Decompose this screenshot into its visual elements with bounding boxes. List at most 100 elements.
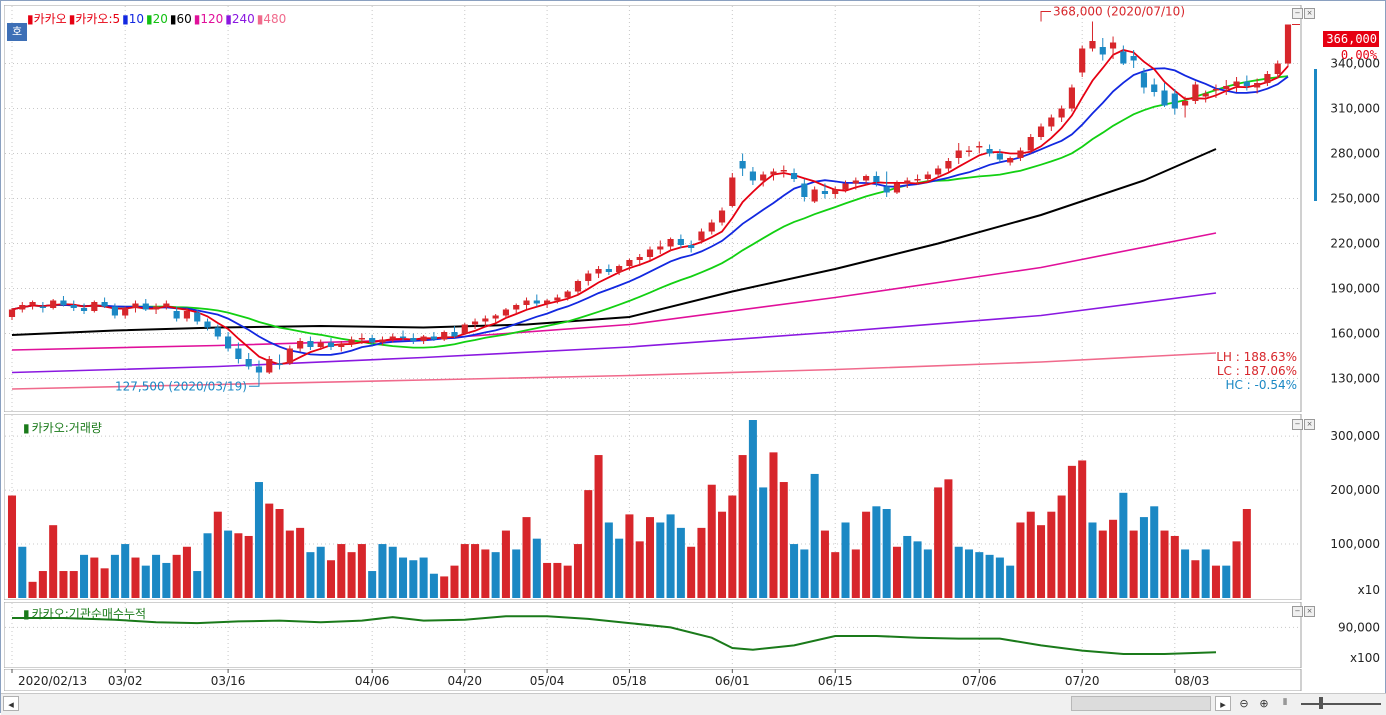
date-tick-label: 07/20 (1065, 674, 1100, 688)
price-pane[interactable]: 130,000 160,000 190,000 220,000 250,000 280,0… (3, 4, 1384, 413)
volume-bar (728, 495, 737, 598)
close-institution-button[interactable]: × (1304, 606, 1315, 617)
candle-body (832, 189, 839, 194)
candle-body (904, 180, 911, 184)
candle-body (1151, 84, 1158, 92)
chart-scrollbar[interactable]: ◂ ▸ ⊖ ⊕ ⫴ (1, 693, 1386, 715)
volume-bar (522, 517, 531, 598)
volume-bar (121, 544, 130, 598)
candle-body (317, 342, 324, 347)
minimize-volume-button[interactable]: − (1292, 419, 1303, 430)
candle-body (399, 336, 407, 338)
candle-body (1017, 150, 1024, 158)
close-volume-button[interactable]: × (1304, 419, 1315, 430)
volume-bar (697, 527, 706, 598)
price-chart[interactable]: 130,000 160,000 190,000 220,000 250,000 280,0… (3, 4, 1384, 413)
zoom-out-icon[interactable]: ⊖ (1239, 697, 1249, 710)
zoom-slider-track[interactable] (1301, 703, 1381, 705)
volume-bar (748, 420, 757, 598)
volume-bar (193, 571, 202, 598)
candle-body (935, 168, 942, 175)
volume-bar (903, 535, 912, 598)
candle-body (492, 315, 499, 319)
candle-body (1079, 48, 1086, 73)
volume-pane[interactable]: 100,000 200,000 300,000 x10 (3, 413, 1384, 601)
volume-chart[interactable]: 100,000 200,000 300,000 x10 (3, 413, 1384, 601)
candle-body (163, 303, 170, 307)
legend-item[interactable]: ▮60 (169, 12, 192, 26)
volume-bar (49, 525, 58, 598)
volume-bar (1078, 460, 1087, 598)
date-tick-label: 04/06 (355, 674, 390, 688)
candle-body (338, 344, 345, 347)
volume-bar (584, 490, 593, 598)
ma240-line (11, 292, 1217, 374)
minimize-pane-button[interactable]: − (1292, 8, 1303, 19)
candle-body (60, 300, 67, 305)
y-tick-label: 310,000 (1330, 102, 1380, 116)
candle-body (430, 336, 437, 340)
scroll-thumb[interactable] (1071, 696, 1211, 711)
candle-body (461, 324, 468, 334)
scroll-left-button[interactable]: ◂ (3, 696, 19, 711)
institution-chart[interactable]: 90,000 x100 (3, 601, 1384, 669)
candle-body (533, 300, 540, 304)
volume-bar (1191, 560, 1200, 598)
volume-bar (913, 541, 922, 598)
volume-bar (141, 565, 150, 598)
volume-bar (388, 546, 397, 598)
volume-bar (666, 514, 675, 598)
volume-bar (1211, 565, 1220, 598)
candle-body (1284, 24, 1292, 64)
legend-item[interactable]: ▮20 (146, 12, 168, 26)
bar-count-icon[interactable]: ⫴ (1283, 698, 1287, 708)
volume-bar (944, 479, 953, 598)
candle-body (235, 348, 242, 359)
candle-body (297, 341, 304, 349)
legend-item[interactable]: ▮카카오:5 (68, 12, 121, 26)
volume-y-tick-label: 100,000 (1330, 537, 1380, 551)
y-tick-label: 160,000 (1330, 327, 1380, 341)
legend-item[interactable]: ▮카카오 (27, 12, 67, 26)
candle-body (173, 311, 180, 319)
volume-bar (285, 530, 294, 598)
candle-body (574, 281, 582, 292)
legend-item[interactable]: ▮10 (122, 12, 145, 26)
candle-body (8, 309, 16, 317)
close-pane-button[interactable]: × (1304, 8, 1315, 19)
legend-item[interactable]: ▮480 (256, 12, 287, 26)
candle-body (749, 171, 756, 181)
candle-body (976, 146, 983, 148)
minimize-institution-button[interactable]: − (1292, 606, 1303, 617)
zoom-in-icon[interactable]: ⊕ (1259, 697, 1269, 710)
volume-bar (491, 552, 500, 598)
volume-bar (1037, 525, 1046, 598)
volume-bar (234, 533, 243, 598)
candle-body (451, 332, 458, 337)
legend-item[interactable]: ▮240 (225, 12, 255, 26)
volume-bar (1119, 492, 1128, 598)
legend-item[interactable]: ▮120 (193, 12, 224, 26)
volume-bar (131, 557, 140, 598)
volume-bar (162, 562, 171, 598)
candle-body (80, 308, 88, 311)
stock-type-icon[interactable]: 호 (7, 23, 27, 41)
price-scroll-indicator[interactable] (1314, 69, 1317, 201)
volume-bar (1088, 522, 1097, 598)
candle-body (183, 311, 191, 319)
candle-body (636, 257, 643, 260)
y-tick-label: 220,000 (1330, 237, 1380, 251)
scroll-right-button[interactable]: ▸ (1215, 696, 1231, 711)
volume-bar (501, 530, 510, 598)
institution-pane[interactable]: 90,000 x100 (3, 601, 1384, 669)
volume-bar (409, 560, 418, 598)
volume-bar (594, 455, 603, 598)
candle-body (863, 176, 870, 181)
candle-body (1058, 108, 1065, 118)
candle-body (646, 249, 654, 257)
candle-body (513, 305, 520, 310)
volume-bar (1057, 495, 1066, 598)
candle-body (780, 170, 787, 172)
candle-body (605, 269, 612, 272)
zoom-slider-handle[interactable] (1319, 697, 1323, 709)
